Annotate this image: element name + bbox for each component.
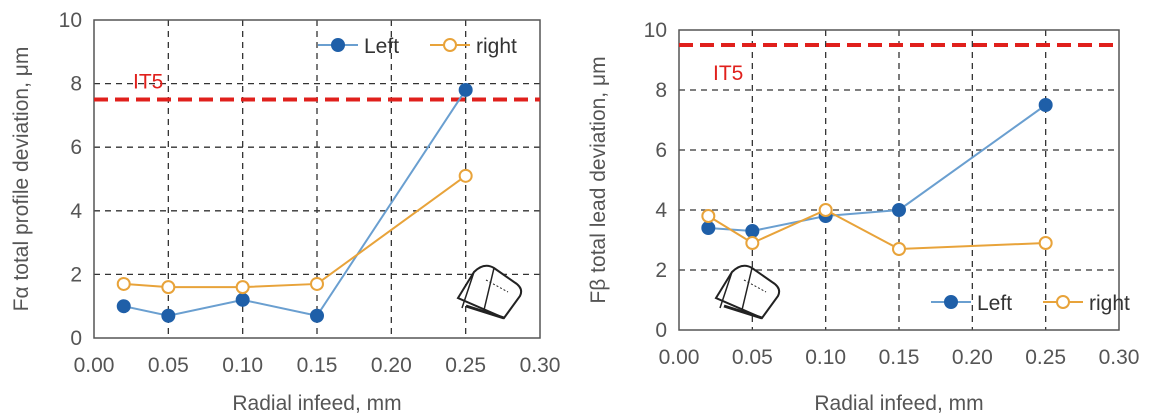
- legend-left-marker: [944, 295, 958, 309]
- legend-left-label: Left: [364, 35, 399, 58]
- legend-left-marker: [331, 38, 345, 52]
- y-axis-label: Fα total profile deviation, μm: [10, 47, 33, 312]
- legend-right-marker: [1056, 295, 1070, 309]
- x-tick-label: 0.05: [732, 346, 773, 369]
- series-right-point: [1038, 236, 1053, 250]
- y-tick-label: 0: [655, 319, 667, 342]
- y-tick-label: 10: [644, 19, 667, 42]
- x-tick-label: 0.05: [148, 354, 189, 377]
- lead-deviation-chart: 0 2 4 6 8 10 0.00 0.05 0.10 0.15 0.20 0.25 0.30 Radia…: [587, 19, 1140, 415]
- series-right-point: [116, 276, 131, 291]
- x-tick-label: 0.20: [371, 354, 412, 377]
- y-tick-label: 8: [70, 73, 82, 96]
- series-left-point: [745, 224, 760, 238]
- series-left-point: [116, 299, 131, 314]
- legend-right-label: right: [1089, 292, 1130, 315]
- gear-tooth-hidden-edge: [743, 279, 767, 293]
- x-tick-label: 0.30: [520, 354, 561, 377]
- y-tick-label: 8: [655, 79, 667, 102]
- gear-tooth-base: [465, 304, 505, 320]
- series-right-point: [458, 168, 473, 183]
- x-tick-label: 0.20: [952, 346, 993, 369]
- gear-tooth-outline: [714, 264, 781, 320]
- gear-tooth-outline: [456, 264, 523, 320]
- legend: Left right: [318, 35, 517, 58]
- x-tick-label: 0.00: [659, 346, 700, 369]
- y-axis-label: Fβ total lead deviation, μm: [587, 56, 610, 303]
- gear-tooth-edge: [719, 267, 753, 311]
- x-tick-label: 0.10: [222, 354, 263, 377]
- series-left-point: [235, 292, 250, 307]
- x-tick-label: 0.30: [1099, 346, 1140, 369]
- series-right-point: [701, 209, 716, 223]
- x-tick-label: 0.25: [1025, 346, 1066, 369]
- series-left-point: [161, 308, 176, 323]
- plot-frame: [93, 19, 541, 339]
- series-right-point: [892, 242, 906, 256]
- series-left-line: [123, 89, 467, 317]
- reference-line-label: IT5: [713, 62, 743, 85]
- gear-tooth-icon: [456, 264, 523, 320]
- series-left-point: [701, 221, 716, 235]
- series-right-point: [235, 280, 250, 295]
- reference-line-label: IT5: [133, 71, 163, 94]
- series-left-point: [310, 308, 324, 323]
- y-tick-label: 2: [655, 259, 667, 282]
- series-right-point: [310, 276, 324, 291]
- series-right-point: [161, 280, 176, 295]
- profile-deviation-chart: 0 2 4 6 8 10 0.00 0.05 0.10 0.15 0.20 0.25 0.30 Radia…: [10, 9, 561, 415]
- gear-tooth-edge: [461, 267, 495, 311]
- gear-tooth-icon: [714, 264, 781, 320]
- x-tick-label: 0.15: [879, 346, 920, 369]
- series-left-point: [1038, 98, 1053, 112]
- x-axis-label: Radial infeed, mm: [232, 392, 401, 415]
- series-left-point: [892, 203, 906, 217]
- x-tick-label: 0.25: [445, 354, 486, 377]
- y-tick-label: 6: [70, 136, 82, 159]
- series-left-point: [458, 82, 473, 97]
- legend-right-label: right: [476, 35, 517, 58]
- gear-tooth-hidden-edge: [485, 279, 509, 293]
- y-tick-label: 4: [655, 199, 667, 222]
- legend-left-label: Left: [977, 292, 1012, 315]
- x-tick-label: 0.10: [805, 346, 846, 369]
- x-axis-label: Radial infeed, mm: [814, 392, 983, 415]
- series-left-line: [708, 104, 1047, 233]
- series-right-line: [123, 175, 467, 289]
- y-tick-label: 4: [70, 200, 82, 223]
- series-right-point: [745, 236, 760, 250]
- gear-tooth-base: [723, 304, 763, 320]
- y-tick-label: 2: [70, 263, 82, 286]
- y-tick-label: 0: [70, 327, 82, 350]
- legend: Left right: [931, 292, 1130, 315]
- x-tick-label: 0.00: [74, 354, 115, 377]
- x-tick-label: 0.15: [297, 354, 338, 377]
- plot-frame: [678, 29, 1120, 331]
- y-tick-label: 10: [59, 9, 82, 32]
- y-tick-label: 6: [655, 139, 667, 162]
- legend-right-marker: [443, 38, 457, 52]
- series-right-point: [818, 203, 833, 217]
